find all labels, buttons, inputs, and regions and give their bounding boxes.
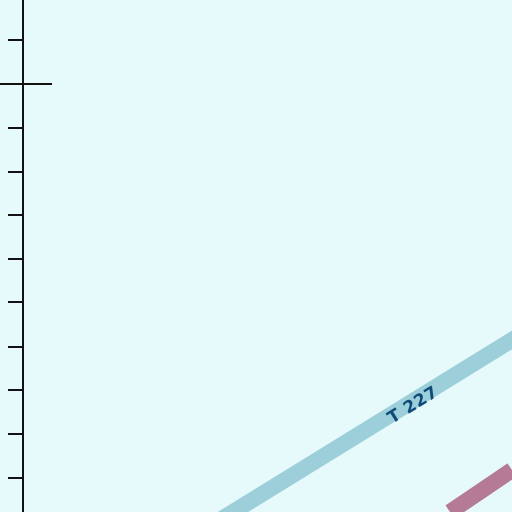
secondary-road	[445, 463, 512, 512]
road-t227	[217, 330, 512, 512]
scale-bar	[0, 0, 52, 512]
